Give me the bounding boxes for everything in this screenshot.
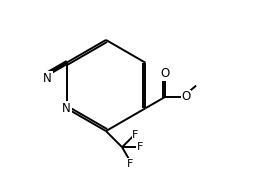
Text: O: O [161,67,170,80]
Text: F: F [132,130,139,140]
Text: N: N [62,102,71,115]
Text: F: F [127,159,134,169]
Text: O: O [181,90,190,103]
Text: F: F [137,142,143,152]
Text: N: N [43,72,52,85]
